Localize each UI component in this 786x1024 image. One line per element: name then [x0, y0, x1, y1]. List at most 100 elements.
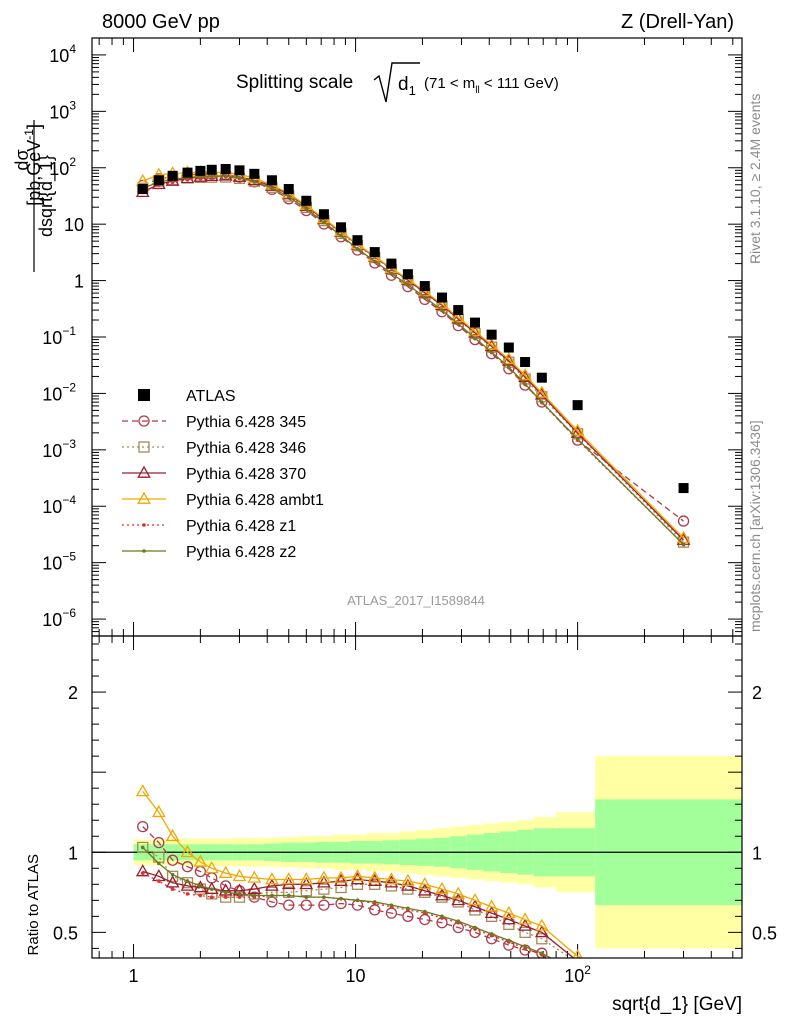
- ratio-marker-3: [417, 876, 432, 890]
- ratio-marker-5: [523, 944, 527, 949]
- x-tick-label: 102: [564, 963, 591, 986]
- mc-marker-3: [518, 368, 532, 381]
- ratio-marker-3: [218, 865, 233, 878]
- header-left-label: 8000 GeV pp: [102, 11, 220, 33]
- ylabel-unit-a: [pb,GeV: [24, 140, 44, 206]
- atlas-data-point: [352, 235, 363, 246]
- legend-label-5: Pythia 6.428 z2: [186, 544, 296, 561]
- y-tick-label: 10−1: [42, 324, 76, 348]
- ratio-marker-3: [468, 893, 482, 906]
- legend-label-4: Pythia 6.428 z1: [186, 518, 296, 535]
- mc-marker-0: [402, 281, 414, 293]
- ratio-marker-5: [440, 914, 444, 919]
- mc-marker-5: [406, 282, 410, 287]
- ratio-marker-2: [180, 878, 195, 891]
- ratio-marker-2: [350, 872, 365, 885]
- ratio-line-5: [142, 847, 553, 958]
- ratio-marker-4: [157, 879, 161, 883]
- ratio-marker-2: [435, 888, 449, 901]
- atlas-data-point: [369, 247, 380, 258]
- ratio-marker-2: [468, 899, 482, 912]
- ratio-marker-0: [181, 861, 194, 873]
- atlas-data-point: [336, 222, 347, 233]
- mc-line-0: [142, 173, 684, 522]
- mc-marker-5: [304, 207, 309, 211]
- y-tick-label: 103: [49, 98, 76, 122]
- ratio-marker-3: [317, 870, 331, 883]
- ratio-marker-3: [247, 870, 262, 883]
- ratio-marker-0: [283, 899, 295, 911]
- ratio-marker-3: [265, 872, 279, 885]
- y-tick-label: 10−2: [42, 380, 76, 404]
- mc-marker-5: [681, 542, 686, 547]
- ylabel-num: dσ: [12, 149, 32, 170]
- atlas-data-point: [520, 357, 531, 368]
- ratio-marker-5: [286, 893, 291, 898]
- ratio-marker-5: [198, 884, 203, 888]
- ratio-marker-2: [384, 875, 399, 888]
- ratio-tick-label-left: 2: [68, 683, 78, 703]
- mc-marker-5: [355, 247, 360, 251]
- atlas-data-point: [318, 209, 329, 220]
- x-axis-label: sqrt{d_1} [GeV]: [612, 994, 742, 1015]
- ratio-marker-5: [422, 909, 427, 914]
- ratio-marker-0: [137, 820, 149, 833]
- legend-label-2: Pythia 6.428 370: [186, 466, 306, 483]
- sqrt-sign: [373, 62, 420, 103]
- ratio-marker-5: [507, 938, 511, 943]
- ratio-marker-3: [367, 870, 382, 883]
- mc-marker-0: [385, 269, 398, 281]
- atlas-data-point: [469, 317, 480, 328]
- plot-title: Splitting scale: [236, 72, 353, 93]
- ratio-marker-0: [402, 910, 414, 922]
- mc-marker-3: [484, 337, 499, 350]
- ratio-marker-5: [185, 879, 190, 883]
- ratio-marker-5: [140, 845, 145, 850]
- ratio-clipped-group: [135, 784, 585, 958]
- ratio-marker-5: [540, 951, 544, 955]
- atlas-data-point: [206, 164, 217, 175]
- ratio-marker-0: [419, 913, 431, 926]
- ratio-tick-label-right: 1: [752, 843, 762, 863]
- ratio-marker-2: [135, 864, 150, 877]
- plot-frames: [91, 37, 743, 959]
- atlas-data-point: [503, 342, 514, 353]
- ylabel-den: dsqrt{d_1}: [36, 155, 57, 237]
- mc-line-3: [142, 171, 685, 539]
- legend-label-atlas: ATLAS: [186, 388, 236, 405]
- ratio-tick-label-left: 1: [68, 843, 78, 863]
- ratio-marker-5: [223, 890, 228, 895]
- ratio-marker-5: [355, 898, 360, 903]
- title-cut: (71 < mll < 111 GeV): [424, 75, 559, 96]
- ratio-marker-2: [501, 912, 516, 925]
- ratio-marker-2: [518, 918, 532, 931]
- atlas-data-point: [220, 164, 231, 175]
- mc-marker-5: [575, 437, 580, 441]
- mc-marker-2: [518, 369, 532, 382]
- legend-marker-1: [138, 441, 150, 453]
- mc-marker-5: [372, 259, 377, 263]
- ratio-marker-4: [223, 895, 228, 899]
- mc-marker-0: [419, 293, 431, 306]
- mc-marker-3: [435, 296, 449, 309]
- mc-marker-2: [232, 169, 247, 182]
- ratio-marker-0: [206, 872, 218, 884]
- mc-marker-5: [322, 220, 326, 225]
- atlas-data-point: [266, 175, 277, 186]
- ylabel-unit-sup: -1: [22, 129, 36, 140]
- legend-label-3: Pythia 6.428 ambt1: [186, 492, 324, 509]
- mc-line-4: [142, 176, 685, 545]
- mc-marker-0: [452, 319, 464, 332]
- atlas-data-point: [283, 184, 294, 195]
- atlas-data-point: [436, 292, 447, 303]
- ratio-marker-5: [270, 893, 274, 898]
- x-tick-label-sup: 2: [584, 963, 591, 977]
- mc-marker-0: [469, 333, 481, 346]
- title-sym: d: [398, 74, 409, 95]
- ratio-marker-0: [385, 907, 398, 919]
- ratio-marker-3: [204, 860, 219, 874]
- ratio-marker-0: [153, 837, 165, 849]
- ratio-marker-0: [266, 896, 278, 908]
- ratio-line-0: [142, 826, 552, 958]
- ratio-marker-3: [334, 870, 348, 883]
